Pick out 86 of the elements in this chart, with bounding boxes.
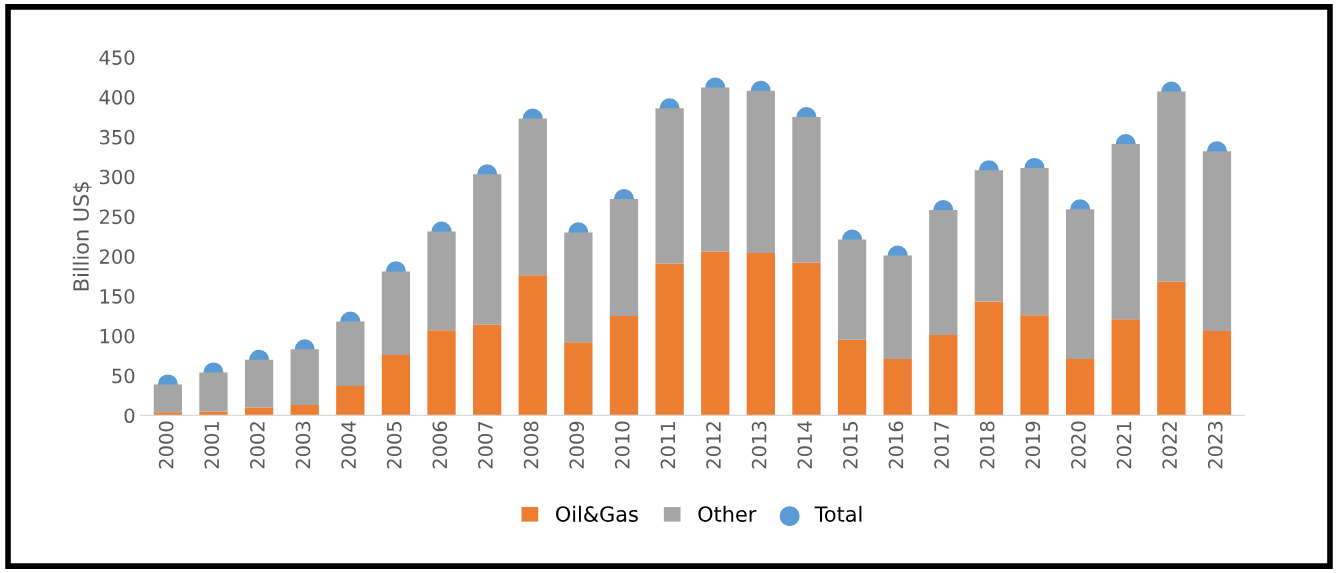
bar xyxy=(381,271,411,355)
bar xyxy=(473,174,502,325)
x-tick-label: 2021 xyxy=(1116,422,1132,469)
bar xyxy=(564,232,593,343)
bar xyxy=(1020,167,1049,316)
bar xyxy=(883,358,912,416)
bar xyxy=(792,262,821,416)
bar xyxy=(655,263,684,416)
y-tick-label: 150 xyxy=(100,289,135,304)
y-tick-label: 200 xyxy=(99,249,135,264)
x-tick-label: 2011 xyxy=(660,422,676,469)
y-tick-label: 250 xyxy=(99,209,135,225)
bar xyxy=(746,253,775,416)
x-tick-label: 2002 xyxy=(250,422,265,469)
bar xyxy=(609,315,639,416)
x-tick-label: 2020 xyxy=(1071,421,1086,469)
x-tick-label: 2017 xyxy=(934,421,949,469)
x-tick-label: 2005 xyxy=(386,421,402,469)
bar xyxy=(974,301,1004,416)
y-tick-label: 350 xyxy=(100,129,135,145)
y-tick-label: 400 xyxy=(99,90,135,105)
x-tick-label: 2001 xyxy=(204,422,220,469)
x-tick-label: 2000 xyxy=(158,421,174,469)
x-tick-label: 2008 xyxy=(523,421,539,469)
bar xyxy=(1202,151,1232,332)
bar xyxy=(199,372,228,412)
bar xyxy=(1157,281,1186,416)
bar xyxy=(244,359,274,408)
bar xyxy=(473,324,502,416)
y-tick-label: 0 xyxy=(124,408,135,424)
bar xyxy=(518,275,547,416)
y-tick-label: 100 xyxy=(100,328,135,344)
bar xyxy=(837,339,867,416)
x-tick-label: 2016 xyxy=(888,421,904,469)
x-tick-label: 2014 xyxy=(797,421,813,469)
x-tick-label: 2004 xyxy=(341,421,356,469)
bar xyxy=(1202,331,1232,416)
bar xyxy=(336,321,365,386)
x-tick-label: 2015 xyxy=(843,421,858,469)
x-tick-label: 2007 xyxy=(478,421,493,469)
x-tick-label: 2003 xyxy=(295,421,311,469)
x-tick-label: 2019 xyxy=(1025,421,1041,469)
bar xyxy=(837,239,867,340)
bar xyxy=(929,210,958,336)
bar xyxy=(427,231,456,331)
y-tick-label: 450 xyxy=(99,50,135,65)
x-tick-label: 2009 xyxy=(569,421,585,469)
bar xyxy=(1020,315,1049,416)
bar xyxy=(153,412,182,416)
bar xyxy=(1111,319,1140,416)
bar xyxy=(518,118,547,276)
bar xyxy=(929,335,958,416)
bar xyxy=(427,330,456,416)
bar xyxy=(153,384,182,413)
x-tick-label: 2012 xyxy=(706,422,721,469)
bar xyxy=(701,251,730,416)
bar xyxy=(244,407,274,416)
bar xyxy=(199,411,228,416)
bar xyxy=(701,87,730,252)
x-tick-label: 2018 xyxy=(979,421,995,469)
y-tick-label: 50 xyxy=(112,368,135,384)
bar xyxy=(564,342,593,416)
x-tick-label: 2023 xyxy=(1207,421,1223,469)
legend-label: Total xyxy=(814,505,862,522)
x-tick-label: 2013 xyxy=(751,421,767,469)
bar xyxy=(1065,358,1095,416)
y-axis-title: Billion US$ xyxy=(72,182,92,291)
bar xyxy=(655,108,684,264)
bar xyxy=(883,255,912,359)
legend-label: Oil&Gas xyxy=(556,505,638,522)
bar xyxy=(336,385,365,416)
legend-label: Other xyxy=(698,505,757,522)
bar xyxy=(1065,209,1095,359)
bar xyxy=(1111,144,1140,320)
bar xyxy=(792,116,821,263)
x-tick-label: 2006 xyxy=(432,421,448,469)
bar xyxy=(609,198,639,316)
bar xyxy=(290,349,319,406)
bar xyxy=(1157,91,1186,282)
x-tick-label: 2010 xyxy=(614,421,630,469)
bar xyxy=(974,170,1004,302)
bar xyxy=(746,90,775,254)
x-tick-label: 2022 xyxy=(1162,422,1177,469)
y-tick-label: 300 xyxy=(100,169,135,185)
bar xyxy=(290,405,319,416)
bar xyxy=(381,354,411,416)
